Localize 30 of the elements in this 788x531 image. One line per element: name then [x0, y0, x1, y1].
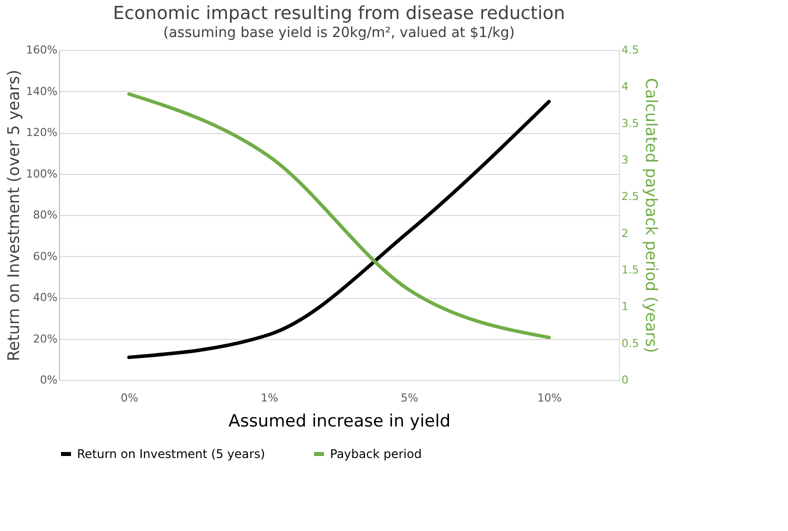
- y-tick-label: 80%: [33, 208, 58, 222]
- y2-tick-label: 3: [622, 154, 628, 166]
- y-tick-label: 40%: [33, 291, 58, 304]
- x-tick-label: 0%: [120, 392, 138, 404]
- y-tick-label: 160%: [26, 44, 58, 56]
- y2-axis-title: Calculated payback period (years): [642, 78, 661, 354]
- x-tick-label: 5%: [400, 392, 418, 404]
- x-axis-title: Assumed increase in yield: [228, 412, 451, 432]
- y-axis-title: Return on Investment (over 5 years): [4, 70, 24, 362]
- chart-subtitle: (assuming base yield is 20kg/m², valued at $1/kg): [163, 25, 515, 41]
- x-tick-label: 1%: [260, 392, 278, 404]
- y2-tick-label: 4.5: [622, 44, 639, 56]
- y-tick-label: 100%: [26, 167, 58, 180]
- y2-tick-label: 2: [622, 226, 628, 240]
- y-tick-label: 60%: [33, 250, 58, 263]
- legend-label: Return on Investment (5 years): [77, 447, 266, 461]
- y2-tick-label: 4: [622, 80, 628, 94]
- y-tick-label: 140%: [26, 84, 58, 98]
- y-tick-label: 20%: [33, 332, 58, 346]
- y-tick-label: 120%: [26, 126, 58, 139]
- legend-label: Payback period: [330, 447, 422, 461]
- chart-title: Economic impact resulting from disease reduction: [113, 3, 565, 24]
- x-tick-label: 10%: [537, 392, 562, 404]
- y-tick-label: 0%: [40, 374, 58, 386]
- y2-tick-label: 2.5: [622, 190, 639, 204]
- y2-tick-label: 1.5: [622, 264, 639, 276]
- y2-tick-label: 0: [622, 374, 628, 386]
- y2-tick-label: 1: [622, 300, 628, 314]
- y2-tick-label: 3.5: [622, 116, 639, 130]
- y2-tick-label: 0.5: [622, 336, 639, 350]
